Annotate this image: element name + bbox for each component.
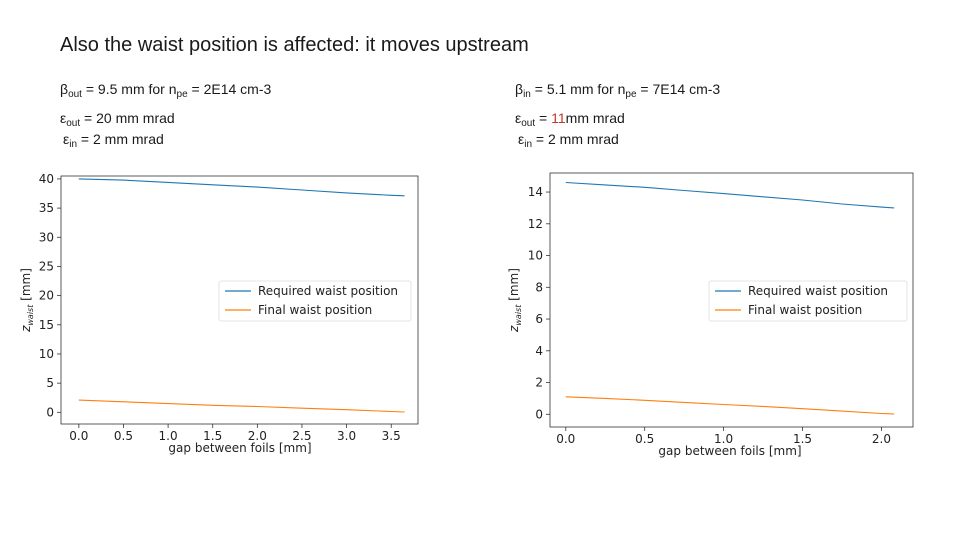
legend-label: Required waist position <box>748 284 888 298</box>
left-eps-out-line: εout = 20 mm mrad <box>60 110 175 129</box>
y-tick-label: 2 <box>535 376 543 390</box>
series-line <box>78 399 405 413</box>
x-tick-label: 1.5 <box>203 429 222 443</box>
y-tick-label: 30 <box>39 230 54 244</box>
x-tick-label: 1.0 <box>159 429 178 443</box>
chart-left: 0.0 0.5 1.0 1.5 2.0 2.5 3.0 3.5 0 5 10 15 20 25 30 35 40… <box>19 172 419 455</box>
y-tick-label: 8 <box>535 280 543 294</box>
x-tick-label: 0.0 <box>69 429 88 443</box>
y-tick-label: 12 <box>528 217 543 231</box>
x-tick-label: 2.0 <box>248 429 267 443</box>
y-tick-label: 5 <box>46 376 54 390</box>
x-axis-label: gap between foils [mm] <box>168 441 311 455</box>
x-tick-label: 1.0 <box>714 432 733 446</box>
legend-label: Required waist position <box>258 284 398 298</box>
y-tick-label: 20 <box>39 289 54 303</box>
y-tick-label: 35 <box>39 201 54 215</box>
legend-label: Final waist position <box>258 303 372 317</box>
series-line <box>565 181 895 209</box>
left-eps-in-line: εin = 2 mm mrad <box>63 131 164 150</box>
y-tick-label: 0 <box>46 405 54 419</box>
y-tick-label: 15 <box>39 318 54 332</box>
y-tick-label: 10 <box>39 347 54 361</box>
x-tick-label: 0.5 <box>635 432 654 446</box>
y-tick-label: 6 <box>535 312 543 326</box>
y-axis-label: zwaist [mm] <box>507 268 523 333</box>
eps-out-highlight: 11 <box>551 110 566 126</box>
x-tick-label: 0.0 <box>556 432 575 446</box>
x-tick-label: 1.5 <box>793 432 812 446</box>
x-tick-label: 0.5 <box>114 429 133 443</box>
right-eps-in-line: εin = 2 mm mrad <box>518 131 619 150</box>
chart-svg: 0.0 0.5 1.0 1.5 2.0 2.5 3.0 3.5 0 5 10 15 20 25 30 35 40… <box>19 172 419 455</box>
legend-box <box>218 280 412 322</box>
y-tick-label: 0 <box>535 407 543 421</box>
y-tick-label: 40 <box>39 172 54 186</box>
y-tick-label: 10 <box>528 249 543 263</box>
left-beta-line: βout = 9.5 mm for npe = 2E14 cm-3 <box>60 81 272 100</box>
x-tick-label: 3.0 <box>337 429 356 443</box>
y-axis-label: zwaist [mm] <box>19 268 35 333</box>
y-tick-label: 14 <box>528 185 543 199</box>
legend-box <box>708 280 908 322</box>
x-tick-label: 2.0 <box>872 432 891 446</box>
x-axis-label: gap between foils [mm] <box>658 444 801 458</box>
legend-label: Final waist position <box>748 303 862 317</box>
y-tick-label: 25 <box>39 259 54 273</box>
slide-title: Also the waist position is affected: it … <box>60 34 529 56</box>
right-eps-out-line: εout = 11mm mrad <box>515 110 625 129</box>
series-line <box>565 396 895 415</box>
right-beta-line: βin = 5.1 mm for npe = 7E14 cm-3 <box>515 81 721 100</box>
series-line <box>78 178 405 197</box>
y-tick-label: 4 <box>535 344 543 358</box>
x-tick-label: 3.5 <box>382 429 401 443</box>
x-tick-label: 2.5 <box>292 429 311 443</box>
